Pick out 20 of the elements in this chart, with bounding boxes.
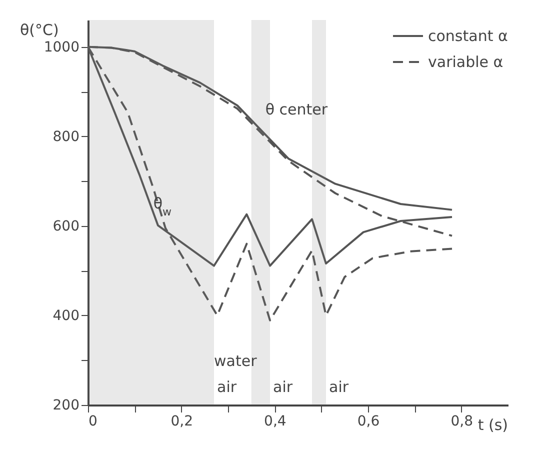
- x-tick-label: 0,8: [450, 414, 473, 430]
- x-axis-title: t (s): [478, 416, 508, 434]
- y-axis-title: θ(°C): [20, 21, 59, 39]
- annotation: air: [329, 378, 350, 396]
- x-tick-label: 0,4: [264, 414, 286, 430]
- x-tick-label: 0: [88, 414, 98, 430]
- x-tick-label: 0,6: [357, 414, 380, 430]
- band-label: water: [214, 352, 258, 370]
- y-tick-label: 1000: [44, 39, 80, 56]
- annotation: air: [217, 378, 238, 396]
- x-tick-label: 0,2: [170, 414, 193, 430]
- y-tick-label: 600: [52, 218, 80, 234]
- y-tick-label: 400: [52, 308, 80, 324]
- legend-label: constant α: [428, 27, 508, 45]
- y-tick-label: 200: [52, 398, 80, 414]
- annotation: air: [273, 378, 294, 396]
- y-tick-label: 800: [52, 128, 80, 145]
- legend-label: variable α: [428, 53, 504, 71]
- annotation: θ$_{w}$: [153, 194, 172, 218]
- annotation: θ center: [265, 100, 328, 119]
